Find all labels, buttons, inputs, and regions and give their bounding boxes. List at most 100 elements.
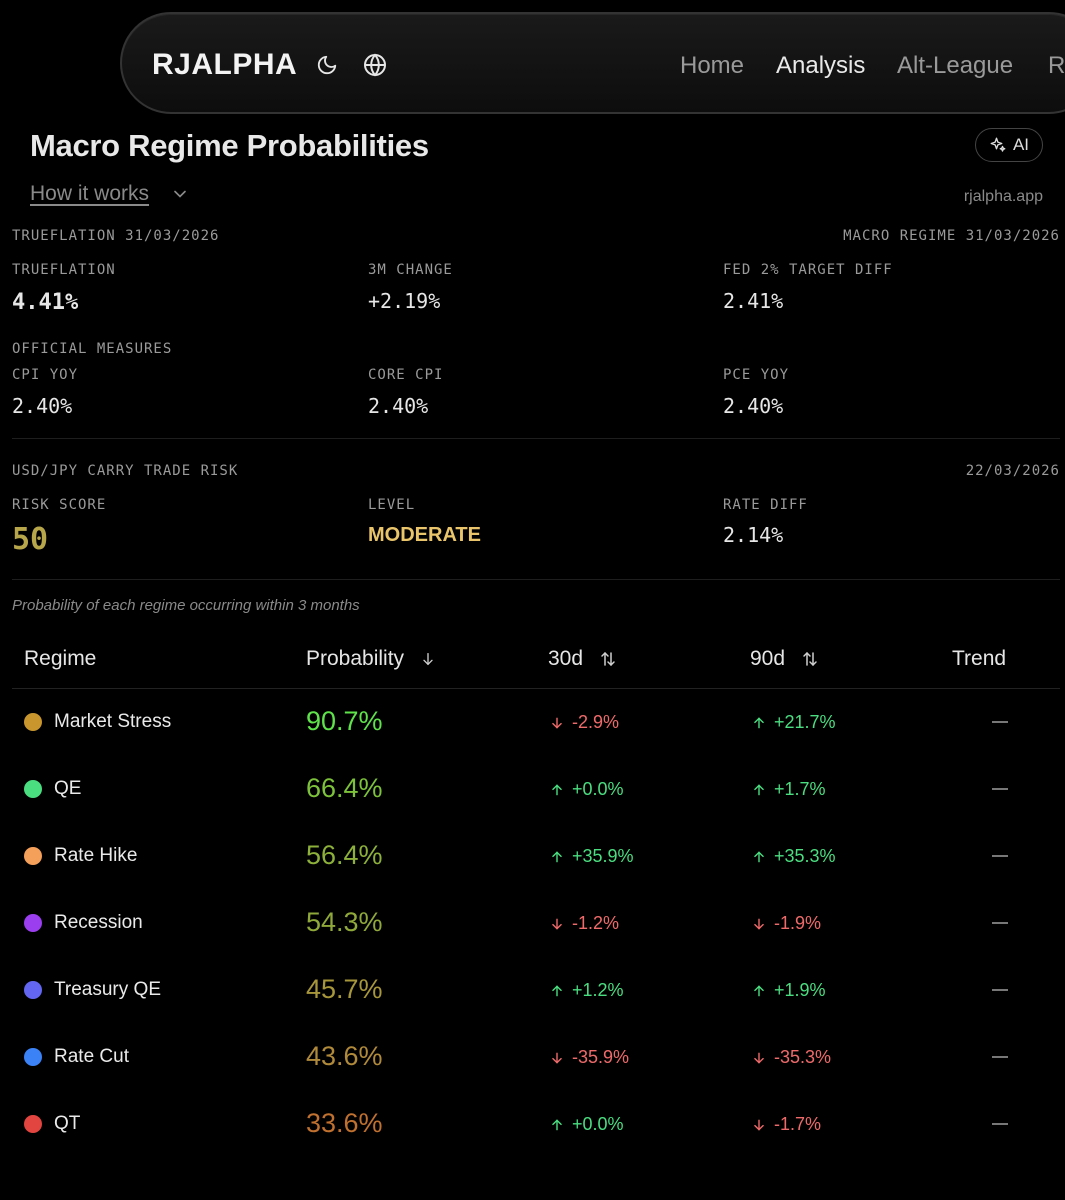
change-value: -1.2% — [572, 913, 620, 933]
table-row[interactable]: Rate Cut 43.6% -35.9% -35.3% — [0, 1024, 1065, 1091]
change-value: +35.3% — [774, 846, 836, 866]
arrow-down-icon — [550, 917, 564, 931]
arrow-up-icon — [752, 984, 766, 998]
column-header-label: 30d — [548, 647, 584, 670]
table-row[interactable]: QT 33.6% +0.0% -1.7% — [0, 1091, 1065, 1158]
risk-score-value: 50 — [12, 522, 49, 557]
column-header-probability[interactable]: Probability — [306, 647, 436, 671]
pce-value: 2.40% — [723, 394, 784, 418]
column-header-label: Trend — [952, 647, 1007, 670]
regime-name: Treasury QE — [54, 979, 161, 1000]
arrow-down-icon — [752, 917, 766, 931]
how-it-works-link[interactable]: How it works — [30, 182, 150, 205]
rate-diff-label: RATE DIFF — [723, 497, 808, 513]
change-d30: +0.0% — [550, 779, 624, 800]
arrow-up-icon — [550, 1118, 564, 1132]
nav-link-truncated[interactable]: Ri — [1048, 52, 1065, 79]
risk-score-label: RISK SCORE — [12, 497, 107, 513]
arrow-up-icon — [550, 783, 564, 797]
regime-name: Rate Cut — [54, 1046, 129, 1067]
trend-dash-icon — [992, 1056, 1008, 1058]
change-value: -2.9% — [572, 712, 620, 732]
column-header-label: 90d — [750, 647, 786, 670]
change-d30: +1.2% — [550, 980, 624, 1001]
change-value: +0.0% — [572, 1114, 624, 1134]
change-value: +1.9% — [774, 980, 826, 1000]
arrow-up-icon — [550, 984, 564, 998]
table-row[interactable]: QE 66.4% +0.0% +1.7% — [0, 756, 1065, 823]
change-label: 3M CHANGE — [368, 262, 453, 278]
column-header-regime[interactable]: Regime — [24, 647, 96, 671]
column-header-trend: Trend — [952, 647, 1006, 671]
regime-name: QE — [54, 778, 82, 799]
trueflation-value: 4.41% — [12, 290, 79, 315]
sparkle-icon — [990, 137, 1006, 152]
column-header-label: Probability — [306, 647, 405, 670]
arrow-up-icon — [550, 850, 564, 864]
regime-color-dot — [24, 713, 42, 731]
nav-link-alt-league[interactable]: Alt-League — [897, 52, 1014, 79]
nav-link-analysis[interactable]: Analysis — [776, 52, 866, 79]
chevron-down-icon[interactable] — [170, 184, 190, 204]
change-value: +35.9% — [572, 846, 634, 866]
regime-color-dot — [24, 981, 42, 999]
regime-color-dot — [24, 914, 42, 932]
section-divider — [12, 438, 1060, 439]
table-row[interactable]: Market Stress 90.7% -2.9% +21.7% — [0, 689, 1065, 756]
regime-name: Recession — [54, 912, 143, 933]
change-value: +1.2% — [572, 980, 624, 1000]
regime-probability: 66.4% — [306, 773, 383, 803]
change-value: +0.0% — [572, 779, 624, 799]
change-d30: -2.9% — [550, 712, 619, 733]
cpi-value: 2.40% — [12, 394, 73, 418]
regime-name: Rate Hike — [54, 845, 138, 866]
sort-down-icon — [423, 653, 433, 666]
change-value: -1.7% — [774, 1114, 822, 1134]
trend-dash-icon — [992, 1123, 1008, 1125]
moon-icon[interactable] — [314, 52, 340, 78]
core-cpi-label: CORE CPI — [368, 367, 444, 383]
table-row[interactable]: Treasury QE 45.7% +1.2% +1.9% — [0, 957, 1065, 1024]
ai-button[interactable]: AI — [975, 128, 1043, 162]
carry-date: 22/03/2026 — [965, 463, 1060, 479]
change-d90: +21.7% — [752, 712, 836, 733]
change-value: +1.7% — [774, 779, 826, 799]
nav-link-home[interactable]: Home — [680, 52, 745, 79]
regime-probability: 43.6% — [306, 1041, 383, 1071]
arrow-down-icon — [752, 1051, 766, 1065]
level-value: MODERATE — [368, 524, 481, 546]
regime-probability: 54.3% — [306, 907, 383, 937]
regime-color-dot — [24, 1115, 42, 1133]
regime-color-dot — [24, 847, 42, 865]
table-header-divider — [12, 688, 1060, 689]
trend-dash-icon — [992, 989, 1008, 991]
column-header-label: Regime — [24, 647, 97, 670]
change-d30: -1.2% — [550, 913, 619, 934]
table-row[interactable]: Recession 54.3% -1.2% -1.9% — [0, 890, 1065, 957]
ai-button-label: AI — [1012, 135, 1030, 154]
regime-color-dot — [24, 780, 42, 798]
globe-icon[interactable] — [362, 52, 388, 78]
top-navbar: RJALPHA Home Analysis Alt-League Ri — [120, 12, 1065, 114]
sort-both-icon — [601, 651, 615, 667]
table-row[interactable]: Rate Hike 56.4% +35.9% +35.3% — [0, 823, 1065, 890]
column-header-90d[interactable]: 90d — [750, 647, 819, 671]
change-d90: -1.7% — [752, 1114, 821, 1135]
macro-regime-date: MACRO REGIME 31/03/2026 — [843, 228, 1060, 244]
column-header-30d[interactable]: 30d — [548, 647, 617, 671]
section-divider — [12, 579, 1060, 580]
trueflation-section-label: TRUEFLATION 31/03/2026 — [12, 228, 220, 244]
pce-label: PCE YOY — [723, 367, 790, 383]
change-value: +2.19% — [368, 289, 441, 313]
page-title: Macro Regime Probabilities — [30, 128, 429, 163]
core-cpi-value: 2.40% — [368, 394, 429, 418]
arrow-down-icon — [550, 1051, 564, 1065]
change-value: -35.3% — [774, 1047, 832, 1067]
brand-logo[interactable]: RJALPHA — [152, 48, 298, 81]
change-d90: -1.9% — [752, 913, 821, 934]
trend-dash-icon — [992, 855, 1008, 857]
trend-dash-icon — [992, 721, 1008, 723]
target-diff-value: 2.41% — [723, 289, 784, 313]
change-d30: +35.9% — [550, 846, 634, 867]
change-d90: -35.3% — [752, 1047, 831, 1068]
